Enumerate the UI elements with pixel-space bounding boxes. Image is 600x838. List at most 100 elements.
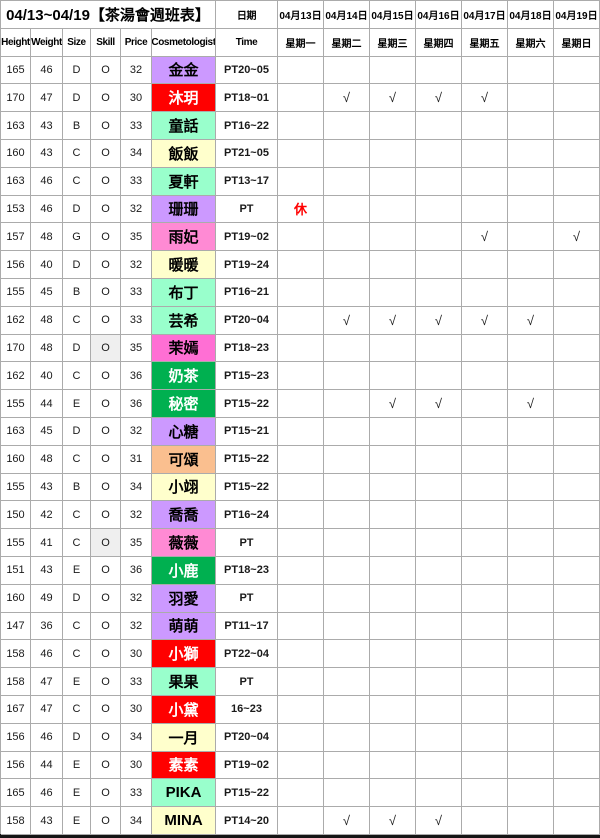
price-cell: 35: [121, 223, 152, 252]
day-cell: [416, 723, 462, 752]
day-cell: [416, 139, 462, 168]
name-cell: 芸希: [152, 306, 216, 335]
weight-cell: 46: [31, 195, 63, 224]
name-cell: 童話: [152, 112, 216, 140]
skill-cell: O: [91, 779, 121, 808]
skill-cell: O: [91, 529, 121, 557]
check-mark-cell: √: [416, 306, 462, 335]
day-cell: [370, 640, 416, 669]
day-cell: [370, 723, 416, 752]
check-mark-cell: √: [416, 390, 462, 418]
height-cell: 156: [1, 251, 31, 279]
skill-cell: O: [91, 278, 121, 307]
height-cell: 170: [1, 84, 31, 113]
day-cell: [324, 278, 370, 307]
day-cell: [370, 584, 416, 613]
skill-cell: O: [91, 473, 121, 502]
day-cell: [370, 529, 416, 557]
day-cell: [324, 556, 370, 585]
day-cell: [278, 612, 324, 641]
day-cell: [370, 779, 416, 808]
day-cell: [324, 223, 370, 252]
size-cell: C: [63, 167, 91, 196]
skill-cell: O: [91, 334, 121, 363]
day-cell: [278, 751, 324, 780]
size-cell: D: [63, 417, 91, 446]
day-cell: [370, 695, 416, 724]
name-cell: MINA: [152, 807, 216, 835]
day-cell: [416, 362, 462, 391]
day-cell: [416, 751, 462, 780]
day-cell: [324, 390, 370, 418]
day-cell: [416, 779, 462, 808]
time-cell: PT22~04: [216, 640, 278, 669]
time-cell: PT15~22: [216, 473, 278, 502]
day-cell: [278, 723, 324, 752]
day-cell: [416, 612, 462, 641]
weight-cell: 43: [31, 473, 63, 502]
day-cell: [508, 139, 554, 168]
day-cell: [462, 695, 508, 724]
skill-cell: O: [91, 723, 121, 752]
name-cell: 一月: [152, 723, 216, 752]
cutoff-row-strip: [0, 834, 600, 838]
day-cell: [462, 668, 508, 696]
name-cell: 雨妃: [152, 223, 216, 252]
check-mark-cell: √: [370, 807, 416, 835]
name-cell: 珊珊: [152, 195, 216, 224]
day-cell: [370, 668, 416, 696]
price-cell: 32: [121, 501, 152, 530]
day-cell: [508, 584, 554, 613]
day-cell: [554, 417, 600, 446]
skill-cell: O: [91, 251, 121, 279]
day-cell: [370, 139, 416, 168]
weight-cell: 48: [31, 334, 63, 363]
day-cell: [278, 640, 324, 669]
skill-cell: O: [91, 56, 121, 85]
price-cell: 35: [121, 529, 152, 557]
day-cell: [554, 278, 600, 307]
day-cell: [416, 195, 462, 224]
skill-cell: O: [91, 390, 121, 418]
skill-cell: O: [91, 501, 121, 530]
day-cell: [462, 612, 508, 641]
price-cell: 36: [121, 390, 152, 418]
day-cell: [324, 668, 370, 696]
day-cell: [278, 445, 324, 474]
time-cell: PT: [216, 584, 278, 613]
time-cell: PT15~22: [216, 390, 278, 418]
day-cell: [462, 501, 508, 530]
day-cell: [508, 167, 554, 196]
date-header-cell: 04月13日: [278, 1, 324, 29]
weight-cell: 46: [31, 167, 63, 196]
height-cell: 163: [1, 167, 31, 196]
check-mark-cell: √: [370, 390, 416, 418]
price-cell: 35: [121, 334, 152, 363]
day-cell: [416, 640, 462, 669]
height-cell: 151: [1, 556, 31, 585]
day-cell: [324, 723, 370, 752]
name-cell: 沐玥: [152, 84, 216, 113]
day-cell: [416, 251, 462, 279]
name-cell: 可頌: [152, 445, 216, 474]
day-cell: [508, 695, 554, 724]
size-cell: C: [63, 362, 91, 391]
day-cell: [508, 640, 554, 669]
name-cell: 素素: [152, 751, 216, 780]
check-mark-cell: √: [416, 807, 462, 835]
time-cell: PT21~05: [216, 139, 278, 168]
name-cell: PIKA: [152, 779, 216, 808]
height-cell: 160: [1, 445, 31, 474]
check-mark-cell: √: [324, 306, 370, 335]
day-cell: [416, 112, 462, 140]
day-cell: [324, 139, 370, 168]
price-cell: 33: [121, 278, 152, 307]
height-cell: 165: [1, 56, 31, 85]
weight-cell: 47: [31, 695, 63, 724]
height-cell: 155: [1, 278, 31, 307]
day-cell: [324, 695, 370, 724]
day-cell: [508, 223, 554, 252]
day-cell: [278, 807, 324, 835]
height-cell: 163: [1, 112, 31, 140]
